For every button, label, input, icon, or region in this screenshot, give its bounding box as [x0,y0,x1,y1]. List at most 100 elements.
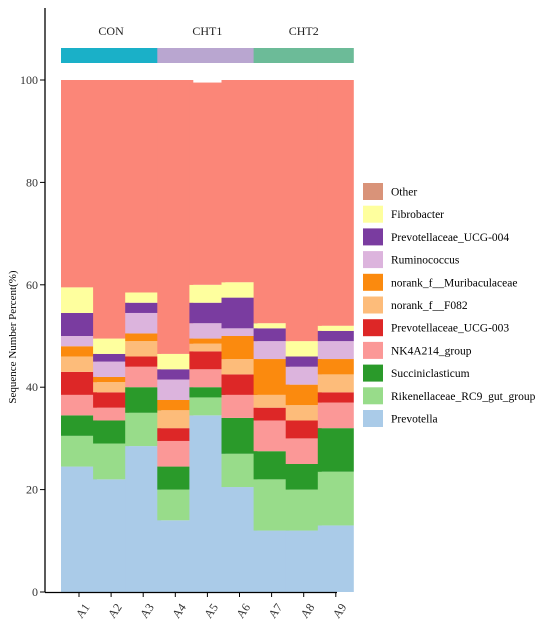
bar-segment-nk4a214-group-a9 [317,402,354,429]
bar-segment-fibrobacter-a1 [61,287,97,313]
legend-swatch-other [363,183,383,200]
legend-swatch-rikenellaceae-rc9-gut-group [363,387,383,405]
bar-segment-succiniclasticum-a7 [253,451,290,480]
legend-label-fibrobacter: Fibrobacter [391,209,444,221]
bar-segment-norank-f-f082-a5 [189,343,226,352]
bar-segment-prevotellaceae-ucg-004-a9 [317,330,354,342]
bar-segment-rikenellaceae-rc9-gut-group-a1 [61,435,97,467]
bar-segment-prevotella-a8 [285,530,322,592]
bar-segment-prevotellaceae-ucg-004-a6 [221,297,258,329]
bars [61,80,354,592]
bar-segment-nk4a214-group-a2 [93,407,130,421]
y-axis-title: Sequence Number Percent(%) [7,270,19,404]
legend-swatch-norank-f-muribaculaceae [363,273,383,291]
bar-segment-norank-f-muribaculaceae-a6 [221,336,258,360]
bar-segment-prevotellaceae-ucg-004-a5 [189,302,226,324]
legend-label-other: Other [391,187,417,199]
legend-label-prevotellaceae-ucg-003: Prevotellaceae_UCG-003 [391,323,509,335]
bar-segment-other-a9 [317,80,354,326]
bar-segment-fibrobacter-a8 [285,341,322,357]
bar-segment-prevotella-a3 [125,446,162,592]
legend-swatch-fibrobacter [363,205,383,223]
bar-segment-norank-f-muribaculaceae-a1 [61,346,97,357]
bar-segment-ruminococcus-a5 [189,323,226,339]
y-tick-label-40: 40 [26,380,38,394]
bar-segment-prevotellaceae-ucg-004-a8 [285,356,322,367]
bar-segment-fibrobacter-a2 [93,338,130,354]
bar-segment-rikenellaceae-rc9-gut-group-a8 [285,489,322,531]
group-strip-cht1 [157,48,258,63]
bar-segment-rikenellaceae-rc9-gut-group-a6 [221,453,258,488]
legend-label-norank-f-muribaculaceae: norank_f__Muribaculaceae [391,277,517,289]
x-tick-label-a7: A7 [265,601,285,621]
bar-segment-prevotellaceae-ucg-003-a8 [285,420,322,439]
bar-segment-ruminococcus-a1 [61,336,97,347]
x-tick-label-a3: A3 [137,601,157,621]
bar-segment-norank-f-muribaculaceae-a3 [125,333,162,342]
bar-segment-prevotellaceae-ucg-004-a7 [253,328,290,342]
bar-segment-rikenellaceae-rc9-gut-group-a5 [189,397,226,416]
bar-segment-other-a5 [189,82,226,285]
group-label-cht2: CHT2 [289,24,319,38]
legend-swatch-prevotellaceae-ucg-004 [363,228,383,246]
bar-segment-ruminococcus-a9 [317,341,354,360]
legend-swatch-ruminococcus [363,251,383,269]
bar-segment-norank-f-muribaculaceae-a4 [157,400,194,411]
bar-segment-rikenellaceae-rc9-gut-group-a9 [317,471,354,526]
bar-segment-rikenellaceae-rc9-gut-group-a3 [125,412,162,447]
legend-swatch-nk4a214-group [363,341,383,359]
bar-segment-other-a2 [93,80,130,339]
bar-segment-prevotellaceae-ucg-004-a1 [61,312,97,336]
bar-segment-other-a8 [285,80,322,342]
bar-segment-prevotellaceae-ucg-003-a5 [189,351,226,370]
legend-label-prevotella: Prevotella [391,414,438,426]
bar-segment-ruminococcus-a2 [93,361,130,377]
bar-segment-norank-f-f082-a6 [221,359,258,375]
bar-segment-norank-f-f082-a9 [317,374,354,393]
bar-segment-succiniclasticum-a6 [221,417,258,454]
legend-label-norank-f-f082: norank_f__F082 [391,300,468,312]
bar-segment-succiniclasticum-a5 [189,387,226,398]
y-tick-label-0: 0 [32,585,38,599]
bar-segment-nk4a214-group-a1 [61,394,97,416]
bar-segment-ruminococcus-a4 [157,379,194,400]
bar-segment-norank-f-f082-a7 [253,394,290,408]
bar-segment-other-a7 [253,80,290,324]
legend-label-nk4a214-group: NK4A214_group [391,345,472,357]
legend-swatch-prevotella [363,410,383,427]
bar-segment-fibrobacter-a7 [253,323,290,329]
bar-segment-norank-f-f082-a3 [125,341,162,357]
group-strip-cht2 [253,48,354,63]
bar-segment-norank-f-f082-a2 [93,382,130,393]
bar-segment-fibrobacter-a3 [125,292,162,303]
bar-segment-prevotella-a5 [189,415,226,592]
bar-segment-prevotellaceae-ucg-004-a4 [157,369,194,380]
bar-segment-rikenellaceae-rc9-gut-group-a2 [93,443,130,480]
legend-swatch-succiniclasticum [363,364,383,382]
x-tick-label-a9: A9 [330,601,350,621]
bar-segment-prevotellaceae-ucg-004-a2 [93,353,130,362]
y-tick-label-60: 60 [26,278,38,292]
bar-segment-fibrobacter-a4 [157,353,194,370]
axes: 0 20 40 60 80 100 A1 A2 A3 A4 A5 A6 A7 A8 A9 [20,8,349,621]
bar-segment-succiniclasticum-a8 [285,464,322,490]
bar-segment-fibrobacter-a5 [189,284,226,303]
bar-segment-prevotellaceae-ucg-003-a7 [253,407,290,421]
bar-segment-other-a4 [157,80,194,354]
bar-segment-norank-f-muribaculaceae-a9 [317,359,354,375]
bar-segment-nk4a214-group-a7 [253,420,290,452]
legend-label-prevotellaceae-ucg-004: Prevotellaceae_UCG-004 [391,232,509,244]
bar-segment-norank-f-muribaculaceae-a7 [253,359,290,395]
bar-segment-succiniclasticum-a3 [125,387,162,413]
x-tick-label-a2: A2 [105,601,125,621]
bar-segment-norank-f-muribaculaceae-a8 [285,384,322,406]
group-headers: CON CHT1 CHT2 [61,24,354,63]
bar-segment-norank-f-f082-a8 [285,405,322,421]
bar-segment-prevotella-a1 [61,466,97,592]
legend: Other Fibrobacter Prevotellaceae_UCG-004 Ru… [363,183,536,427]
bar-segment-fibrobacter-a6 [221,282,258,298]
bar-segment-succiniclasticum-a1 [61,415,97,436]
bar-segment-nk4a214-group-a8 [285,438,322,464]
bar-segment-norank-f-f082-a4 [157,410,194,429]
